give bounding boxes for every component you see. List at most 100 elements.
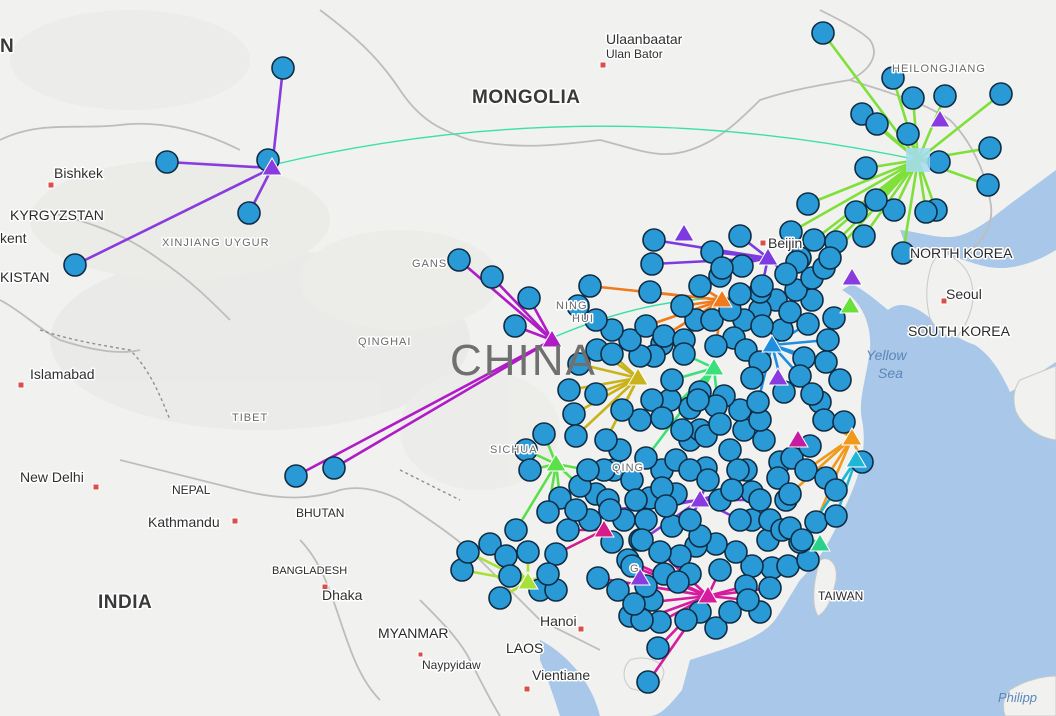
origin-marker[interactable] [824,478,848,502]
origin-marker[interactable] [584,308,608,332]
origin-marker[interactable] [670,418,694,442]
origin-marker[interactable] [816,328,840,352]
origin-marker[interactable] [700,308,724,332]
origin-marker[interactable] [532,422,556,446]
origin-marker[interactable] [891,241,915,265]
origin-marker[interactable] [654,494,678,518]
origin-marker[interactable] [778,482,802,506]
origin-marker[interactable] [708,412,732,436]
origin-marker[interactable] [766,466,790,490]
origin-marker[interactable] [237,201,261,225]
origin-marker[interactable] [517,286,541,310]
origin-marker[interactable] [584,382,608,406]
origin-marker[interactable] [686,388,710,412]
destination-hubs[interactable] [261,109,951,604]
hub-triangle[interactable] [757,247,779,266]
origin-marker[interactable] [640,388,664,412]
origin-marker[interactable] [322,456,346,480]
origin-marker[interactable] [284,464,308,488]
origin-marker[interactable] [586,566,610,590]
origin-marker[interactable] [670,294,694,318]
origin-marker[interactable] [646,636,670,660]
origin-marker[interactable] [802,228,826,252]
origin-markers[interactable] [63,21,1013,694]
hub-triangle[interactable] [697,585,719,604]
origin-marker[interactable] [752,428,776,452]
origin-marker[interactable] [774,262,798,286]
origin-marker[interactable] [630,528,654,552]
origin-marker[interactable] [564,424,588,448]
origin-marker[interactable] [696,468,720,492]
hub-triangle[interactable] [541,329,563,348]
origin-marker[interactable] [271,56,295,80]
origin-marker[interactable] [480,265,504,289]
origin-marker[interactable] [811,21,835,45]
origin-marker[interactable] [750,274,774,298]
origin-marker[interactable] [624,488,648,512]
origin-marker[interactable] [728,224,752,248]
hub-square[interactable] [906,148,930,172]
origin-marker[interactable] [634,314,658,338]
origin-marker[interactable] [594,428,618,452]
origin-marker[interactable] [556,518,580,542]
origin-marker[interactable] [557,378,581,402]
origin-marker[interactable] [638,280,662,304]
origin-marker[interactable] [864,188,888,212]
origin-marker[interactable] [824,504,848,528]
origin-marker[interactable] [660,368,684,392]
origin-marker[interactable] [978,136,1002,160]
origin-marker[interactable] [832,410,856,434]
origin-marker[interactable] [536,500,560,524]
origin-marker[interactable] [536,562,560,586]
origin-marker[interactable] [901,86,925,110]
origin-marker[interactable] [822,306,846,330]
origin-marker[interactable] [882,198,906,222]
origin-marker[interactable] [688,274,712,298]
origin-marker[interactable] [622,592,646,616]
origin-marker[interactable] [678,458,702,482]
hub-triangle[interactable] [841,427,863,446]
origin-marker[interactable] [564,498,588,522]
hub-triangle[interactable] [703,357,725,376]
origin-marker[interactable] [516,540,540,564]
origin-marker[interactable] [478,532,502,556]
origin-marker[interactable] [648,540,672,564]
origin-marker[interactable] [852,224,876,248]
origin-marker[interactable] [746,390,770,414]
origin-marker[interactable] [976,173,1000,197]
origin-marker[interactable] [748,488,772,512]
hub-triangle[interactable] [629,567,651,586]
hub-triangle[interactable] [689,489,711,508]
origin-marker[interactable] [642,228,666,252]
origin-marker[interactable] [710,256,734,280]
origin-marker[interactable] [804,510,828,534]
origin-marker[interactable] [796,312,820,336]
hub-triangle[interactable] [261,157,283,176]
origin-marker[interactable] [865,112,889,136]
hub-triangle[interactable] [845,449,867,468]
origin-marker[interactable] [718,600,742,624]
origin-marker[interactable] [790,528,814,552]
origin-marker[interactable] [618,328,642,352]
origin-marker[interactable] [750,314,774,338]
hub-triangle[interactable] [929,109,951,128]
hub-triangle[interactable] [517,571,539,590]
origin-marker[interactable] [652,324,676,348]
origin-marker[interactable] [576,458,600,482]
origin-marker[interactable] [758,576,782,600]
origin-marker[interactable] [562,402,586,426]
hub-triangle[interactable] [673,223,695,242]
origin-marker[interactable] [794,458,818,482]
origin-marker[interactable] [498,564,522,588]
origin-marker[interactable] [724,540,748,564]
origin-marker[interactable] [704,616,728,640]
origin-marker[interactable] [566,294,590,318]
origin-marker[interactable] [896,122,920,146]
origin-marker[interactable] [578,274,602,298]
origin-marker[interactable] [63,253,87,277]
origin-marker[interactable] [544,542,568,566]
origin-marker[interactable] [881,66,905,90]
origin-marker[interactable] [796,192,820,216]
origin-marker[interactable] [503,314,527,338]
origin-marker[interactable] [672,342,696,366]
